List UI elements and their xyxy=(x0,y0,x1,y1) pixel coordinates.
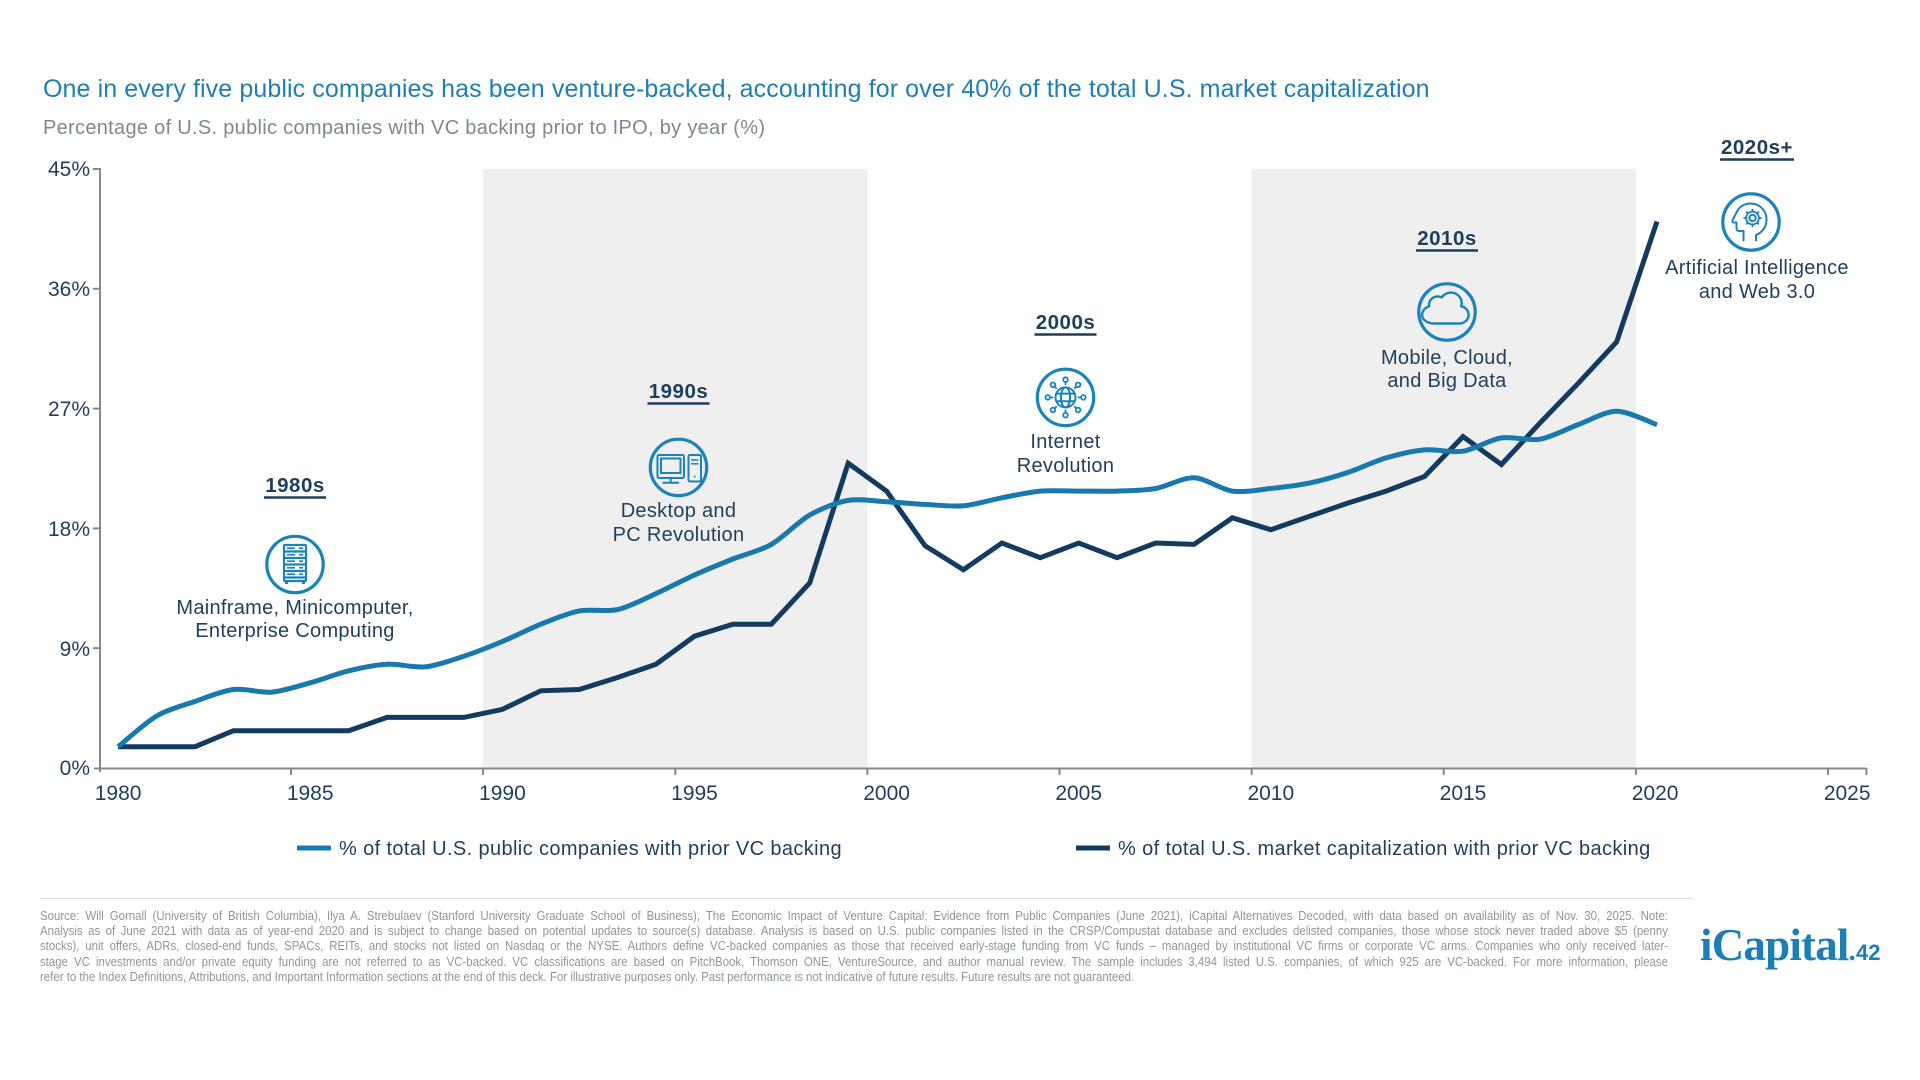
svg-text:Mainframe, Minicomputer,: Mainframe, Minicomputer, xyxy=(176,597,413,619)
svg-text:Internet: Internet xyxy=(1030,431,1100,453)
svg-text:18%: 18% xyxy=(48,518,90,541)
svg-text:% of total U.S. public compani: % of total U.S. public companies with pr… xyxy=(339,838,842,860)
svg-text:2000s: 2000s xyxy=(1036,311,1096,334)
svg-text:Revolution: Revolution xyxy=(1017,455,1115,477)
svg-text:2010s: 2010s xyxy=(1417,227,1477,250)
svg-text:Artificial Intelligence: Artificial Intelligence xyxy=(1665,257,1849,279)
svg-text:1980s: 1980s xyxy=(265,474,325,497)
svg-text:2025: 2025 xyxy=(1824,782,1871,805)
svg-text:and Big Data: and Big Data xyxy=(1387,370,1507,392)
svg-text:2020s+: 2020s+ xyxy=(1721,136,1793,159)
svg-text:Enterprise Computing: Enterprise Computing xyxy=(195,620,394,642)
svg-text:2020: 2020 xyxy=(1632,782,1679,805)
svg-text:% of total U.S. market capital: % of total U.S. market capitalization wi… xyxy=(1118,838,1651,860)
svg-text:2015: 2015 xyxy=(1440,782,1487,805)
svg-text:45%: 45% xyxy=(48,158,90,181)
svg-text:2010: 2010 xyxy=(1247,782,1294,805)
svg-text:1990: 1990 xyxy=(479,782,526,805)
svg-text:1980: 1980 xyxy=(95,782,142,805)
svg-text:2005: 2005 xyxy=(1055,782,1102,805)
svg-text:Desktop and: Desktop and xyxy=(621,500,737,522)
svg-text:1985: 1985 xyxy=(287,782,334,805)
svg-text:PC Revolution: PC Revolution xyxy=(613,524,745,546)
svg-text:Mobile, Cloud,: Mobile, Cloud, xyxy=(1381,347,1513,369)
svg-text:27%: 27% xyxy=(48,398,90,421)
svg-text:and Web 3.0: and Web 3.0 xyxy=(1699,281,1815,303)
svg-text:36%: 36% xyxy=(48,278,90,301)
svg-text:1990s: 1990s xyxy=(649,380,709,403)
svg-text:2000: 2000 xyxy=(863,782,910,805)
svg-text:9%: 9% xyxy=(60,638,90,661)
svg-text:0%: 0% xyxy=(60,757,90,780)
svg-text:1995: 1995 xyxy=(671,782,718,805)
